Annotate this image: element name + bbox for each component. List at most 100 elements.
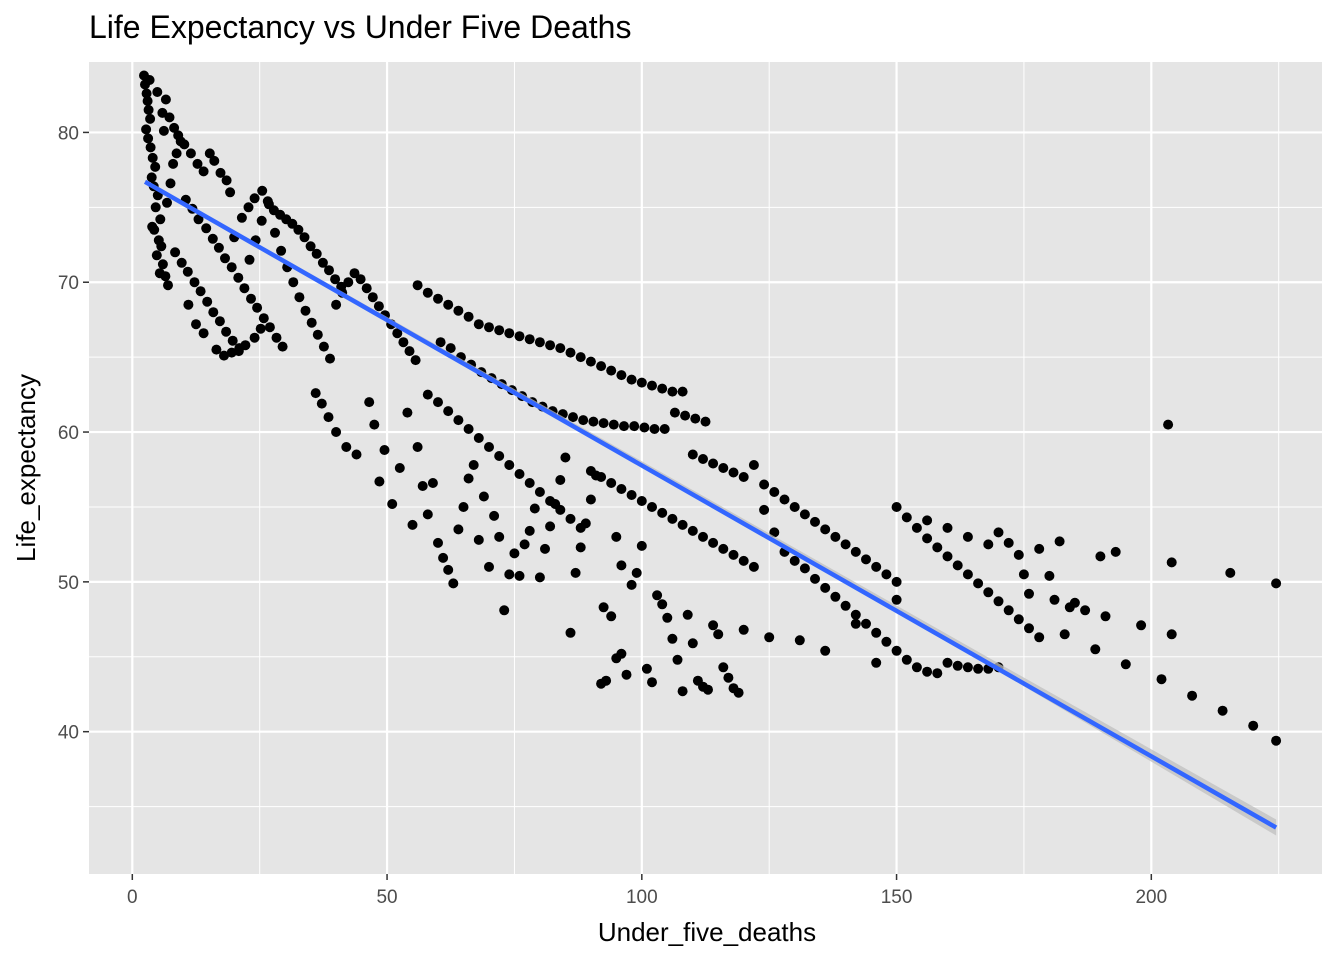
data-point [568, 412, 578, 423]
data-point [443, 564, 454, 575]
data-point [667, 386, 678, 397]
data-point [687, 525, 698, 536]
data-point [355, 274, 366, 285]
data-point [636, 377, 647, 388]
data-point [147, 221, 158, 232]
data-point [560, 452, 571, 463]
data-point [185, 148, 196, 159]
data-point [150, 161, 161, 172]
data-point [504, 460, 515, 470]
chart-title: Life Expectancy vs Under Five Deaths [89, 9, 631, 45]
data-point [820, 582, 831, 593]
data-point [1013, 614, 1024, 625]
data-point [198, 328, 209, 339]
data-point [407, 519, 418, 530]
data-point [463, 311, 474, 322]
data-point [170, 247, 181, 258]
data-point [257, 185, 268, 196]
data-point [534, 337, 545, 348]
data-point [155, 214, 166, 225]
data-point [1024, 623, 1034, 634]
data-point [1136, 620, 1147, 631]
data-point [718, 543, 729, 554]
data-point [545, 340, 556, 351]
data-point [514, 331, 525, 342]
data-points [139, 70, 1282, 746]
data-point [687, 638, 698, 649]
data-point [733, 687, 744, 698]
data-point [1163, 419, 1174, 430]
data-point [171, 148, 182, 159]
data-point [891, 502, 902, 512]
data-point [810, 516, 820, 527]
data-point [208, 307, 219, 318]
x-axis-title: Under_five_deaths [598, 917, 816, 947]
major-gridlines [89, 62, 1322, 874]
data-point [1225, 567, 1236, 578]
data-point [379, 445, 390, 455]
data-point [417, 481, 428, 491]
data-point [657, 507, 668, 518]
data-point [214, 316, 225, 327]
data-point [458, 502, 469, 512]
data-point [157, 107, 168, 118]
data-point [545, 521, 556, 532]
data-point [962, 531, 973, 542]
data-point [575, 522, 586, 533]
data-point [504, 328, 515, 339]
x-tick-label: 200 [1135, 887, 1167, 908]
data-point [983, 587, 994, 598]
data-point [575, 542, 586, 553]
data-point [748, 561, 759, 572]
data-point [1166, 557, 1177, 568]
data-point [221, 175, 232, 186]
data-point [1059, 629, 1070, 640]
data-point [764, 632, 775, 643]
data-point [165, 178, 176, 189]
data-point [255, 323, 266, 334]
data-point [220, 253, 230, 264]
data-point [364, 397, 375, 408]
data-point [629, 421, 640, 432]
data-point [942, 657, 953, 668]
data-point [404, 346, 415, 357]
data-point [871, 657, 882, 668]
data-point [306, 317, 317, 328]
data-point [636, 540, 647, 551]
data-point [677, 686, 688, 697]
data-point [585, 466, 596, 476]
data-point [647, 677, 657, 688]
data-point [182, 266, 193, 277]
data-point [708, 458, 719, 469]
data-point [677, 519, 688, 530]
data-point [373, 301, 384, 312]
data-point [830, 531, 841, 542]
data-point [294, 292, 305, 303]
data-point [374, 476, 385, 487]
regression-fit [143, 179, 1278, 836]
data-point [820, 524, 831, 535]
data-point [331, 299, 342, 310]
data-point [168, 158, 179, 169]
data-point [1003, 605, 1014, 616]
data-point [402, 407, 413, 418]
data-point [435, 337, 446, 348]
data-point [233, 272, 244, 283]
data-point [680, 410, 691, 421]
data-point [484, 561, 494, 572]
data-point [227, 335, 238, 346]
data-point [799, 509, 810, 520]
data-point [288, 277, 299, 288]
data-point [993, 527, 1004, 538]
data-point [494, 325, 505, 336]
data-point [529, 503, 540, 514]
data-point [484, 442, 494, 452]
data-point [1054, 536, 1065, 547]
data-point [323, 412, 334, 423]
data-point [198, 166, 209, 177]
data-point [169, 122, 180, 133]
data-point [779, 494, 790, 505]
data-point [1271, 578, 1282, 589]
data-point [759, 479, 770, 490]
